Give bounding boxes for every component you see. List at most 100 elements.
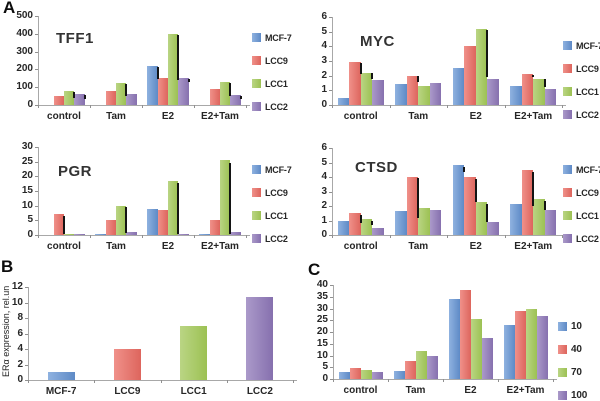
legend-label: MCF-7 xyxy=(576,164,600,175)
bar-LCC9-E2+Tam xyxy=(521,169,534,235)
y-axis xyxy=(38,147,39,235)
bar-40-control xyxy=(349,368,361,379)
y-tick-label: 1 xyxy=(321,214,327,226)
y-tick-label: 5 xyxy=(322,361,328,373)
bar-100-Tam xyxy=(426,355,438,379)
y-tick-label: 400 xyxy=(16,27,33,39)
bar-70-control xyxy=(360,369,372,379)
x-category-label: MCF-7 xyxy=(45,386,77,397)
shadow-mark xyxy=(177,182,180,234)
legend-label: 10 xyxy=(571,321,582,332)
y-tick xyxy=(25,364,28,366)
y-tick xyxy=(35,176,38,178)
x-tick xyxy=(447,235,448,238)
x-tick xyxy=(447,105,448,108)
bar-LCC2-E2 xyxy=(487,221,499,235)
y-tick xyxy=(35,161,38,163)
x-tick xyxy=(226,380,228,383)
y-tick-label: 30 xyxy=(21,141,33,152)
legend-swatch-LCC2 xyxy=(563,110,572,119)
chart-pgr: PGR MCF-7 LCC9 LCC1 LCC2 0 5 10 15 20 25 30 contro… xyxy=(0,130,300,260)
y-tick-label: 5 xyxy=(321,156,327,168)
legend-label: LCC9 xyxy=(265,187,288,198)
shadow-mark xyxy=(359,63,362,75)
bar-70-E2+Tam xyxy=(525,308,537,379)
legend-label: LCC1 xyxy=(576,86,599,97)
y-tick xyxy=(329,75,332,77)
y-tick xyxy=(25,333,28,335)
y-tick xyxy=(35,69,38,71)
y-tick xyxy=(330,296,333,298)
legend-label: LCC1 xyxy=(265,78,288,89)
bar-MCF-7-E2 xyxy=(452,165,465,235)
shadow-mark xyxy=(371,220,374,225)
panel-label-c: C xyxy=(308,260,321,279)
shadow-mark xyxy=(73,91,76,98)
shadow-mark xyxy=(83,94,86,99)
chart-er-expression: ERα expression, rel.un 0 2 4 6 8 10 12 MCF-7 LCC… xyxy=(0,262,300,401)
y-tick-label: 10 xyxy=(21,199,33,211)
shadow-mark xyxy=(156,67,159,80)
y-tick xyxy=(330,332,333,333)
bar-LCC1 xyxy=(180,325,208,380)
y-axis xyxy=(38,16,39,105)
x-tick xyxy=(443,379,444,382)
bar-MCF-7-E2 xyxy=(147,208,158,235)
y-axis xyxy=(333,285,334,379)
x-category-label: control xyxy=(47,241,81,252)
x-tick xyxy=(389,235,391,238)
bar-LCC2-control xyxy=(74,234,85,235)
y-tick-label: 12 xyxy=(11,281,23,292)
legend-item: MCF-7 xyxy=(252,26,292,49)
legend-swatch-LCC2 xyxy=(563,234,572,243)
y-tick-label: 20 xyxy=(316,326,328,337)
y-tick xyxy=(35,51,38,53)
legend-item: LCC1 xyxy=(563,204,600,227)
bar-LCC9-Tam xyxy=(105,220,116,235)
legend-swatch-70 xyxy=(558,368,567,377)
bar-LCC9-Tam xyxy=(406,75,419,105)
bar-LCC9-control xyxy=(349,62,361,105)
bar-10-Tam xyxy=(393,370,405,379)
x-tick xyxy=(562,105,563,108)
legend-label: 70 xyxy=(571,367,582,378)
x-category-label: control xyxy=(343,111,378,122)
chart-title-pgr: PGR xyxy=(58,163,93,180)
x-category-label: E2 xyxy=(469,111,482,122)
y-tick xyxy=(329,177,332,178)
bar-LCC1-E2+Tam xyxy=(220,81,231,105)
bar-MCF-7-E2+Tam xyxy=(510,203,522,235)
y-tick xyxy=(35,205,38,207)
x-tick xyxy=(498,379,499,382)
legend-label: LCC9 xyxy=(265,55,288,66)
x-axis xyxy=(38,235,250,236)
bar-100-E2 xyxy=(481,337,493,379)
x-category-label: E2 xyxy=(161,241,175,252)
legend-item: LCC2 xyxy=(252,95,292,118)
bar-LCC9-Tam xyxy=(105,90,116,105)
bar-MCF-7-Tam xyxy=(95,234,106,235)
y-tick-label: 5 xyxy=(321,25,327,37)
x-category-label: control xyxy=(343,385,378,396)
bar-LCC2-E2+Tam xyxy=(230,232,241,235)
legend-item: 40 xyxy=(558,338,587,361)
shadow-mark xyxy=(229,162,232,234)
x-axis xyxy=(333,379,557,380)
bar-LCC1-E2+Tam xyxy=(533,198,545,235)
x-axis xyxy=(332,235,566,236)
y-tick xyxy=(330,379,333,380)
legend-swatch-MCF-7 xyxy=(252,165,261,174)
bar-LCC2-Tam xyxy=(126,232,137,235)
legend-swatch-LCC9 xyxy=(563,188,572,197)
legend-item: LCC2 xyxy=(252,227,292,250)
legend-label: LCC2 xyxy=(265,101,288,112)
bar-LCC1-E2 xyxy=(475,28,488,105)
x-category-label: Tam xyxy=(408,111,429,122)
x-tick xyxy=(389,105,391,108)
x-tick xyxy=(333,379,334,382)
y-tick-label: 0 xyxy=(321,229,327,240)
y-tick xyxy=(329,105,332,106)
bar-LCC2-control xyxy=(74,94,85,105)
bar-MCF-7-E2 xyxy=(452,67,465,105)
shadow-mark xyxy=(486,203,489,222)
